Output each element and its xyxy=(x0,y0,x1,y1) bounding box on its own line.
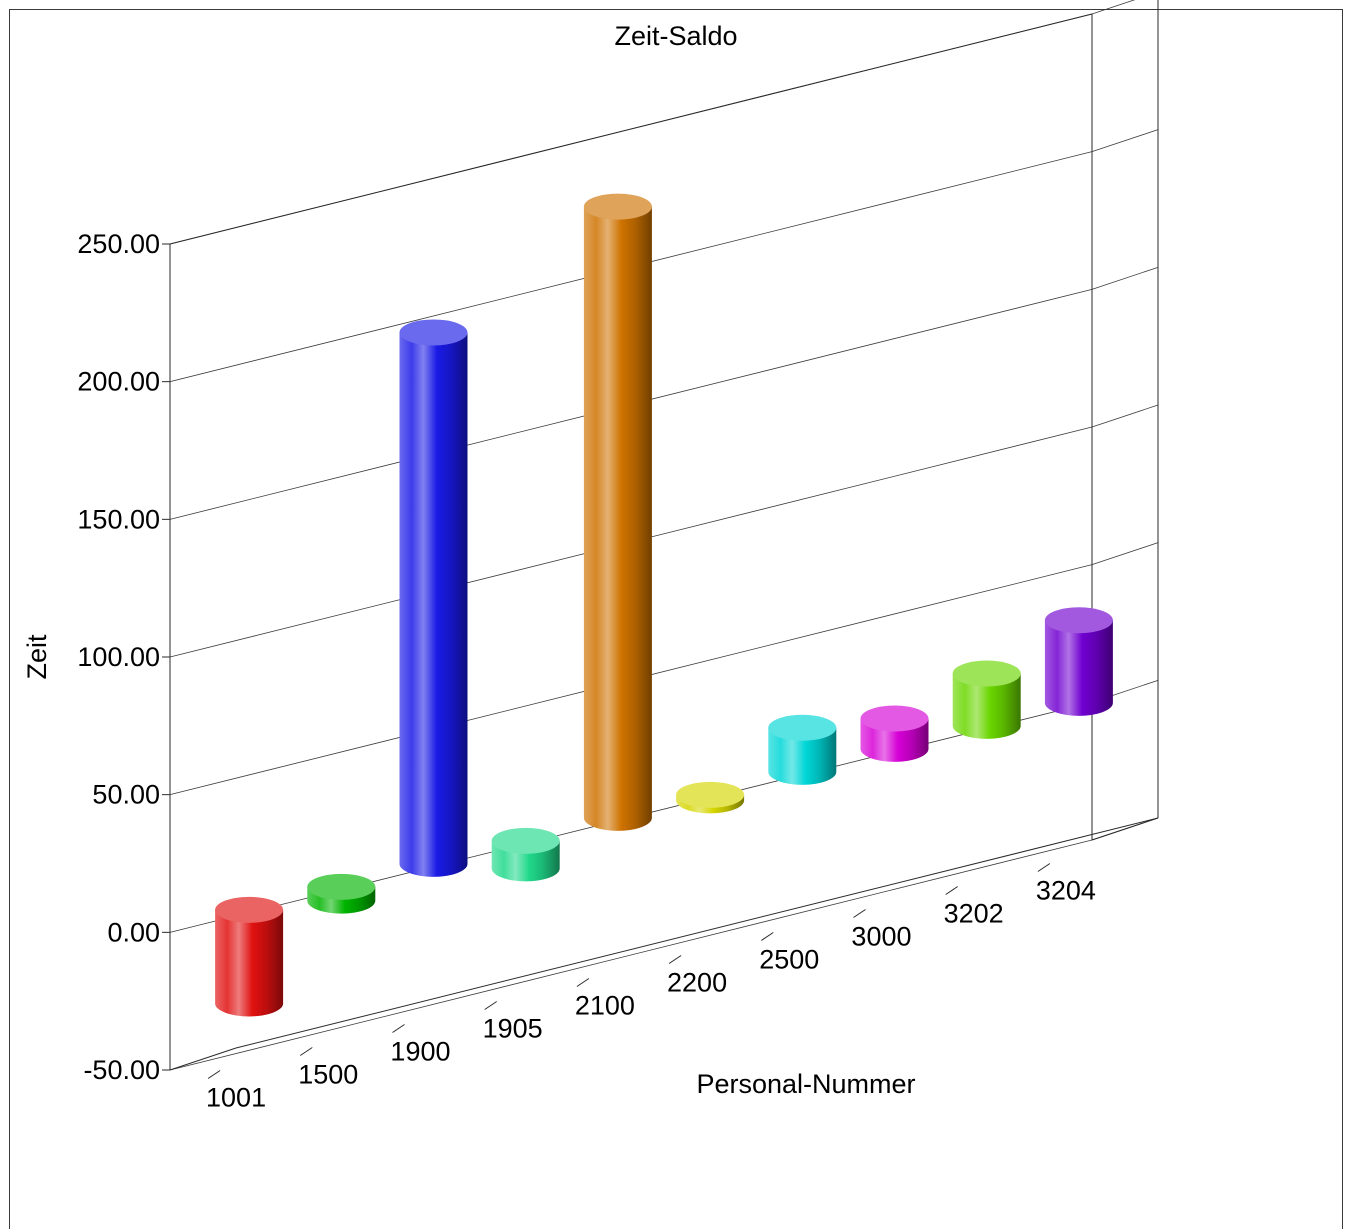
bar-body xyxy=(215,909,284,1017)
bar-top xyxy=(307,873,376,900)
x-tick-label: 1500 xyxy=(298,1060,358,1090)
x-tick-label: 1001 xyxy=(206,1083,266,1113)
x-tick-label: 2200 xyxy=(667,968,727,998)
bar xyxy=(1044,607,1113,716)
y-tick-label: 0.00 xyxy=(107,917,160,947)
x-tick-label: 1900 xyxy=(390,1037,450,1067)
x-tick-mark xyxy=(300,1047,313,1056)
y-tick-label: 50.00 xyxy=(92,780,160,810)
bar-top xyxy=(1044,607,1113,634)
x-tick-mark xyxy=(576,978,590,987)
bar xyxy=(583,193,652,831)
x-axis-label: Personal-Nummer xyxy=(696,1069,915,1099)
y-tick-label: -50.00 xyxy=(83,1055,160,1085)
y-tick-label: 100.00 xyxy=(77,642,160,672)
bars xyxy=(215,193,1113,1017)
chart-frame xyxy=(9,9,1343,1229)
y-axis-label: Zeit xyxy=(22,634,52,680)
bar xyxy=(491,827,560,882)
x-tick-labels: 1001 1500 1900 1905 2100 2200 2500 3000 3202 3204 xyxy=(206,863,1096,1113)
x-tick-mark xyxy=(392,1024,405,1033)
bar xyxy=(399,319,468,877)
bar-body xyxy=(399,332,468,877)
bar-top xyxy=(768,714,837,741)
x-tick-label: 2500 xyxy=(759,945,819,975)
bar xyxy=(952,660,1021,739)
bar xyxy=(676,781,745,814)
x-tick-mark xyxy=(207,1070,221,1079)
bar-top xyxy=(583,193,652,220)
bar-top xyxy=(215,896,284,923)
x-tick-mark xyxy=(484,1001,497,1010)
bar-top xyxy=(676,781,745,808)
y-tick-label: 200.00 xyxy=(77,367,160,397)
x-tick-mark xyxy=(668,955,682,964)
bar-body xyxy=(768,727,837,785)
bar xyxy=(307,873,376,914)
x-tick-mark xyxy=(945,886,958,895)
bar-body xyxy=(952,673,1021,739)
x-tick-label: 2100 xyxy=(575,991,635,1021)
x-tick-mark xyxy=(853,909,866,918)
bar-top xyxy=(860,705,929,732)
x-tick-label: 3204 xyxy=(1036,876,1096,906)
bar-body xyxy=(583,206,652,831)
y-tick-label: 250.00 xyxy=(77,229,160,259)
x-tick-label: 1905 xyxy=(483,1014,543,1044)
bar xyxy=(860,705,929,762)
y-tick-label: 150.00 xyxy=(77,504,160,534)
bar xyxy=(215,896,284,1017)
y-tick-labels: -50.00 0.00 50.00 100.00 150.00 200.00 250.00 xyxy=(77,229,170,1085)
bar-top xyxy=(952,660,1021,687)
x-tick-mark xyxy=(1037,863,1051,872)
x-tick-mark xyxy=(761,932,774,941)
bar xyxy=(768,714,837,785)
bar-top xyxy=(399,319,468,346)
chart-title: Zeit-Saldo xyxy=(614,21,737,51)
x-tick-label: 3000 xyxy=(851,922,911,952)
x-tick-label: 3202 xyxy=(944,899,1004,929)
bar-body xyxy=(1044,620,1113,716)
bar-top xyxy=(491,827,560,854)
